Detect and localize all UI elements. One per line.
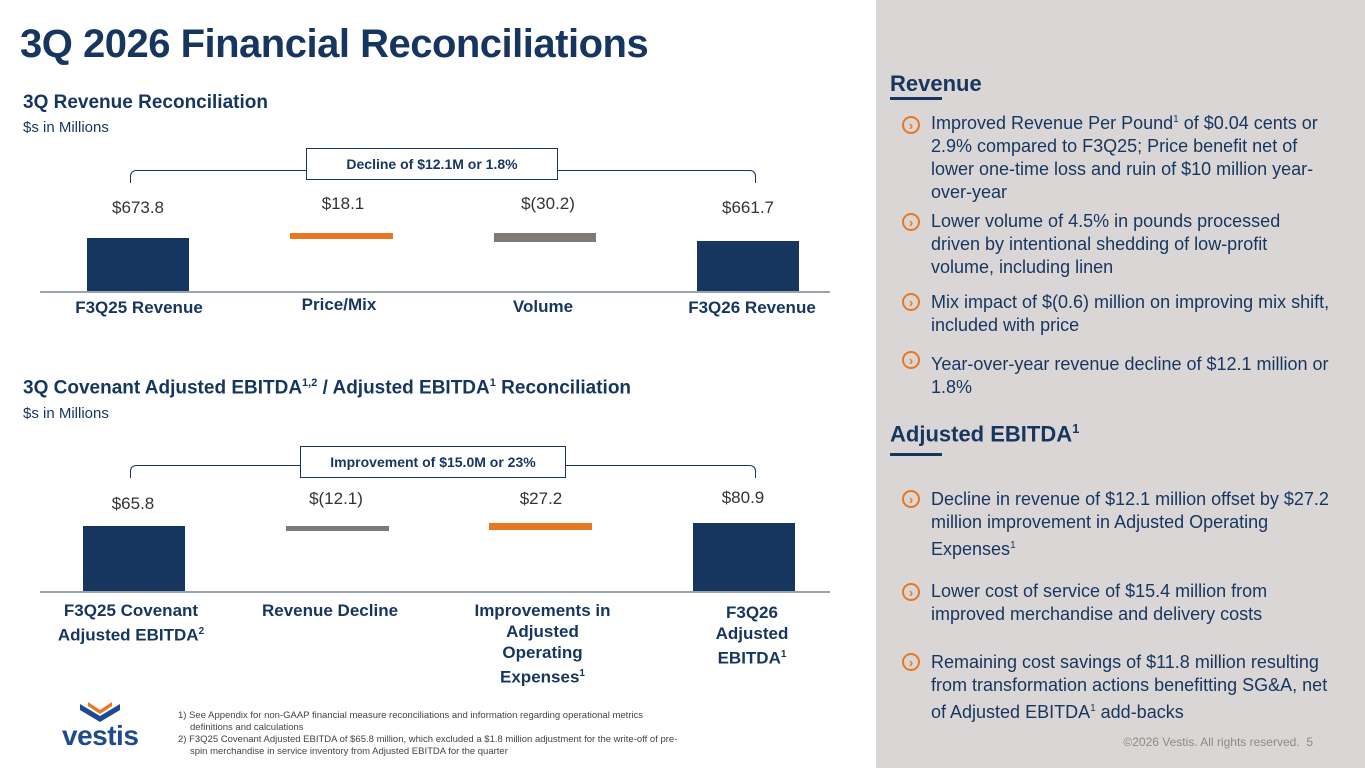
revenue-category-price-mix: Price/Mix	[301, 295, 377, 314]
ebitda-bar-f3q26	[693, 523, 795, 592]
chevron-circle-right-icon: ›	[902, 213, 920, 231]
chevron-circle-right-icon: ›	[902, 351, 920, 369]
chevron-circle-right-icon: ›	[902, 490, 920, 508]
ebitda-category-opex: Improvements in Adjusted Operating Expen…	[474, 601, 611, 687]
ebitda-chart-units: $s in Millions	[23, 405, 109, 422]
ebitda-bar-f3q25	[83, 526, 185, 592]
ebitda-bar-revenue-decline	[286, 526, 389, 531]
revenue-axis	[40, 291, 830, 293]
ebitda-value-opex: $27.2	[519, 489, 563, 508]
chevron-circle-right-icon: ›	[902, 116, 920, 134]
copyright-footer: ©2026 Vestis. All rights reserved. 5	[1123, 735, 1313, 749]
copyright-text: ©2026 Vestis. All rights reserved.	[1123, 735, 1300, 749]
ebitda-bar-opex	[489, 523, 592, 530]
ebitda-chart-heading: 3Q Covenant Adjusted EBITDA1,2 / Adjuste…	[23, 377, 632, 399]
revenue-change-callout: Decline of $12.1M or 1.8%	[306, 148, 558, 180]
footnotes: 1) See Appendix for non-GAAP financial m…	[178, 710, 678, 758]
chevron-circle-right-icon: ›	[902, 653, 920, 671]
vestis-logo-text: vestis	[62, 720, 139, 751]
revenue-chart-heading: 3Q Revenue Reconciliation	[23, 92, 268, 113]
revenue-bullet-4: Year-over-year revenue decline of $12.1 …	[931, 354, 1329, 397]
ebitda-bullet-1: Decline in revenue of $12.1 million offs…	[931, 489, 1329, 559]
revenue-panel-heading: Revenue	[890, 71, 982, 96]
ebitda-axis	[40, 591, 830, 593]
chevron-circle-right-icon: ›	[902, 293, 920, 311]
revenue-bullet-2: Lower volume of 4.5% in pounds processed…	[931, 211, 1281, 277]
footnote-1: 1) See Appendix for non-GAAP financial m…	[178, 710, 644, 733]
ebitda-heading-rule	[890, 453, 942, 456]
revenue-bar-price-mix	[290, 233, 393, 239]
revenue-value-f3q25: $673.8	[112, 198, 164, 217]
ebitda-category-revenue-decline: Revenue Decline	[261, 601, 399, 620]
ebitda-value-f3q25: $65.8	[111, 494, 155, 513]
footnote-2: 2) F3Q25 Covenant Adjusted EBITDA of $65…	[178, 734, 678, 757]
revenue-category-f3q26: F3Q26 Revenue	[688, 298, 816, 317]
revenue-bar-volume	[494, 233, 596, 242]
revenue-bullet-3: Mix impact of $(0.6) million on improvin…	[931, 292, 1330, 335]
revenue-bar-f3q26	[697, 241, 799, 291]
revenue-chart-units: $s in Millions	[23, 119, 109, 136]
revenue-bar-f3q25	[87, 238, 189, 291]
page-number: 5	[1306, 735, 1313, 749]
revenue-value-price-mix: $18.1	[321, 194, 365, 213]
ebitda-value-revenue-decline: $(12.1)	[309, 489, 363, 508]
page-title: 3Q 2026 Financial Reconciliations	[20, 22, 649, 66]
revenue-heading-rule	[890, 97, 942, 100]
ebitda-category-f3q25: F3Q25 Covenant Adjusted EBITDA2	[57, 601, 205, 645]
revenue-value-volume: $(30.2)	[521, 194, 575, 213]
ebitda-panel-heading: Adjusted EBITDA1	[890, 421, 1080, 447]
revenue-category-volume: Volume	[512, 297, 574, 316]
chevron-circle-right-icon: ›	[902, 583, 920, 601]
revenue-bullet-1: Improved Revenue Per Pound1 of $0.04 cen…	[931, 113, 1318, 202]
revenue-value-f3q26: $661.7	[722, 198, 774, 217]
revenue-category-f3q25: F3Q25 Revenue	[75, 298, 203, 317]
ebitda-bullet-3: Remaining cost savings of $11.8 million …	[931, 652, 1328, 722]
ebitda-category-f3q26: F3Q26 Adjusted EBITDA1	[715, 603, 789, 668]
ebitda-value-f3q26: $80.9	[721, 488, 765, 507]
ebitda-change-callout: Improvement of $15.0M or 23%	[300, 446, 566, 478]
ebitda-bullet-2: Lower cost of service of $15.4 million f…	[931, 581, 1268, 624]
vestis-logo-icon	[80, 702, 120, 722]
vestis-logo: vestis	[62, 702, 152, 751]
commentary-panel	[876, 0, 1365, 768]
